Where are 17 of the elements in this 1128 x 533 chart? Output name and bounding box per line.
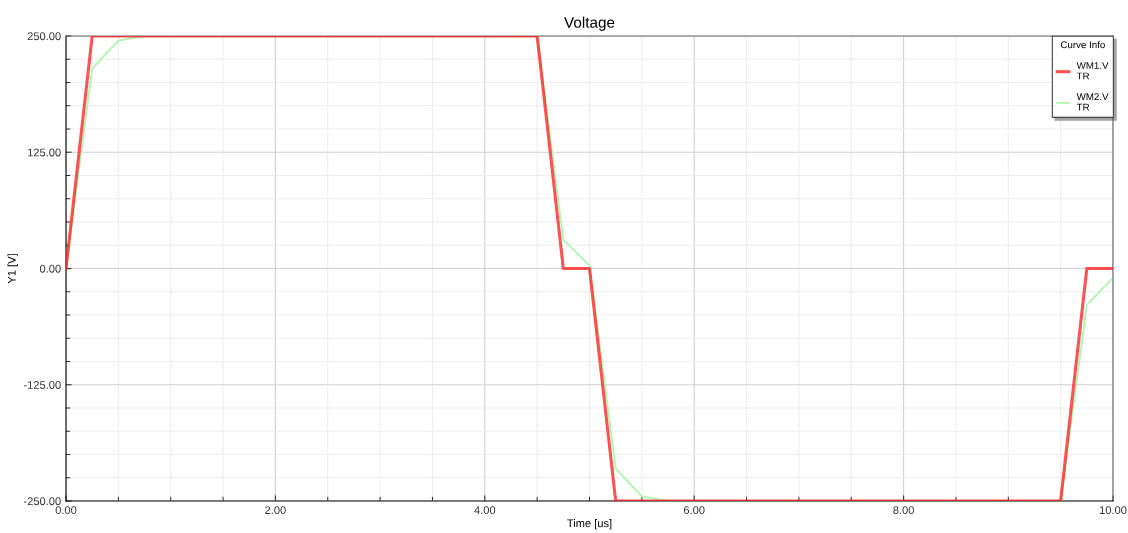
y-axis-title: Y1 [V]	[7, 254, 18, 284]
x-tick-label: 0.00	[55, 506, 77, 515]
y-tick-label: 250.00	[27, 32, 61, 41]
legend-label: WM1.V TR	[1076, 62, 1109, 80]
y-tick-label: 0.00	[39, 264, 61, 273]
legend-label: WM2.V TR	[1076, 93, 1109, 111]
x-axis-title: Time [us]	[567, 519, 612, 530]
y-tick-label: -125.00	[23, 381, 61, 389]
x-tick-label: 4.00	[474, 506, 496, 515]
legend-title: Curve Info	[1060, 41, 1105, 49]
y-tick-label: 125.00	[28, 148, 61, 157]
y-tick-label: -250.00	[23, 497, 61, 506]
x-tick-label: 2.00	[265, 506, 286, 515]
chart-title: Voltage	[564, 16, 615, 31]
x-tick-label: 8.00	[893, 506, 914, 515]
x-tick-label: 10.00	[1099, 506, 1127, 515]
x-tick-label: 6.00	[683, 506, 705, 515]
